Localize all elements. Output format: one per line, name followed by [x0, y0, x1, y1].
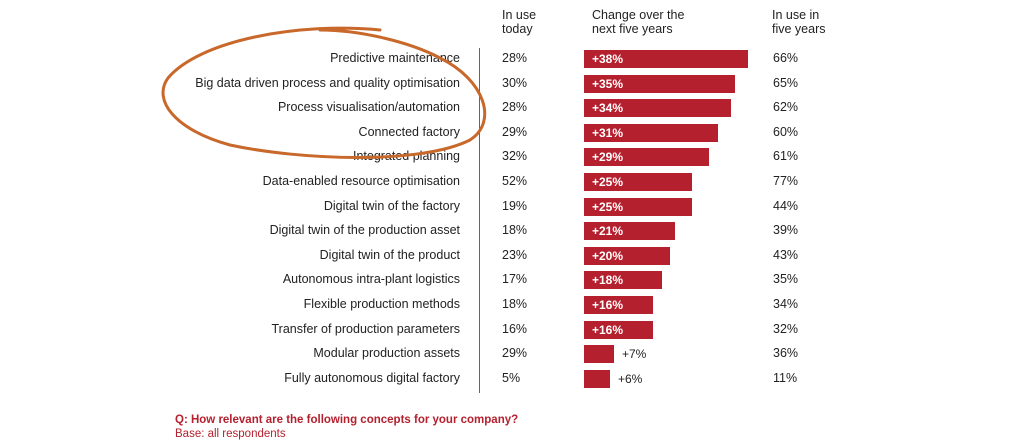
- in-use-today-value: 52%: [502, 174, 528, 188]
- change-bar-label: +38%: [592, 52, 624, 66]
- in-use-future-value: 36%: [773, 346, 799, 361]
- in-use-today-value: 30%: [502, 75, 528, 90]
- in-use-future-value: 43%: [773, 247, 799, 262]
- change-bar-label: +21%: [592, 224, 624, 239]
- category-label: Data-enabled resource optimisation: [262, 174, 460, 188]
- category-label: Big data driven process and quality opti…: [195, 75, 460, 90]
- header-future-line2: five years: [772, 22, 826, 36]
- in-use-future-value: 39%: [773, 223, 799, 238]
- in-use-today-value: 18%: [502, 223, 528, 238]
- change-bar: [584, 173, 692, 191]
- in-use-today-value: 16%: [502, 321, 528, 336]
- in-use-today-value: 28%: [502, 100, 528, 115]
- category-label: Fully autonomous digital factory: [284, 370, 460, 385]
- in-use-today-value: 19%: [502, 198, 528, 213]
- change-bar: [584, 296, 653, 314]
- change-bar-label: +29%: [592, 150, 624, 165]
- category-label: Connected factory: [358, 124, 460, 139]
- in-use-future-value: 61%: [773, 149, 799, 164]
- category-label: Digital twin of the factory: [323, 198, 460, 213]
- category-label: Digital twin of the production asset: [269, 223, 460, 238]
- in-use-today-value: 17%: [502, 272, 528, 287]
- in-use-future-value: 65%: [773, 75, 799, 90]
- footer-question: Q: How relevant are the following concep…: [175, 414, 519, 426]
- in-use-today-value: 28%: [502, 51, 528, 65]
- change-bar: [584, 320, 653, 339]
- change-bar: [584, 197, 692, 216]
- in-use-today-value: 29%: [502, 346, 528, 361]
- in-use-future-value: 60%: [773, 124, 799, 139]
- category-label: Autonomous intra-plant logistics: [282, 272, 460, 287]
- footer-base: Base: all respondents: [175, 428, 286, 440]
- category-label: Predictive maintenance: [330, 51, 460, 65]
- change-bar-label: +7%: [622, 347, 647, 362]
- category-label: Modular production assets: [313, 346, 460, 361]
- change-bar: [584, 271, 662, 290]
- change-bar-label: +34%: [592, 101, 624, 116]
- change-bar-label: +35%: [592, 76, 624, 91]
- category-label: Flexible production methods: [303, 297, 460, 311]
- change-bar-label: +16%: [592, 298, 624, 312]
- column-divider: [479, 48, 480, 393]
- change-bar-label: +20%: [592, 248, 624, 263]
- in-use-today-value: 29%: [502, 124, 528, 139]
- in-use-future-value: 62%: [773, 100, 799, 115]
- header-in-use-future: In use in five years: [772, 8, 826, 36]
- change-bar-label: +16%: [592, 322, 624, 337]
- category-label: Process visualisation/automation: [277, 100, 460, 115]
- change-bar-label: +6%: [618, 371, 643, 386]
- change-bar-label: +18%: [592, 273, 624, 288]
- header-change-line1: Change over the: [592, 8, 685, 22]
- in-use-future-value: 34%: [773, 297, 799, 311]
- change-bar: [584, 345, 614, 364]
- change-bar: [584, 148, 709, 167]
- category-label: Transfer of production parameters: [271, 321, 460, 336]
- header-future-line1: In use in: [772, 8, 820, 22]
- change-bar: [584, 99, 731, 118]
- in-use-future-value: 11%: [773, 370, 798, 385]
- category-label: Digital twin of the product: [319, 247, 460, 262]
- change-bar: [584, 246, 670, 265]
- in-use-today-value: 5%: [502, 370, 521, 385]
- in-use-today-value: 23%: [502, 247, 528, 262]
- in-use-today-value: 32%: [502, 149, 528, 164]
- change-bar-label: +31%: [592, 125, 624, 140]
- header-today-line2: today: [502, 22, 533, 36]
- change-bar-label: +25%: [592, 199, 624, 214]
- in-use-future-value: 66%: [773, 51, 799, 65]
- in-use-future-value: 44%: [773, 198, 799, 213]
- in-use-future-value: 35%: [773, 272, 799, 287]
- in-use-future-value: 77%: [773, 174, 799, 188]
- header-change-line2: next five years: [592, 22, 673, 36]
- change-bar: [584, 369, 610, 388]
- header-today-line1: In use: [502, 8, 537, 22]
- change-bar-label: +25%: [592, 175, 624, 189]
- change-bar: [584, 222, 675, 241]
- header-in-use-today: In use today: [502, 8, 536, 36]
- in-use-today-value: 18%: [502, 297, 528, 311]
- in-use-future-value: 32%: [773, 321, 799, 336]
- change-bar: [584, 123, 718, 142]
- change-bar: [584, 74, 735, 93]
- change-bar: [584, 50, 748, 68]
- header-change: Change over the next five years: [592, 8, 684, 36]
